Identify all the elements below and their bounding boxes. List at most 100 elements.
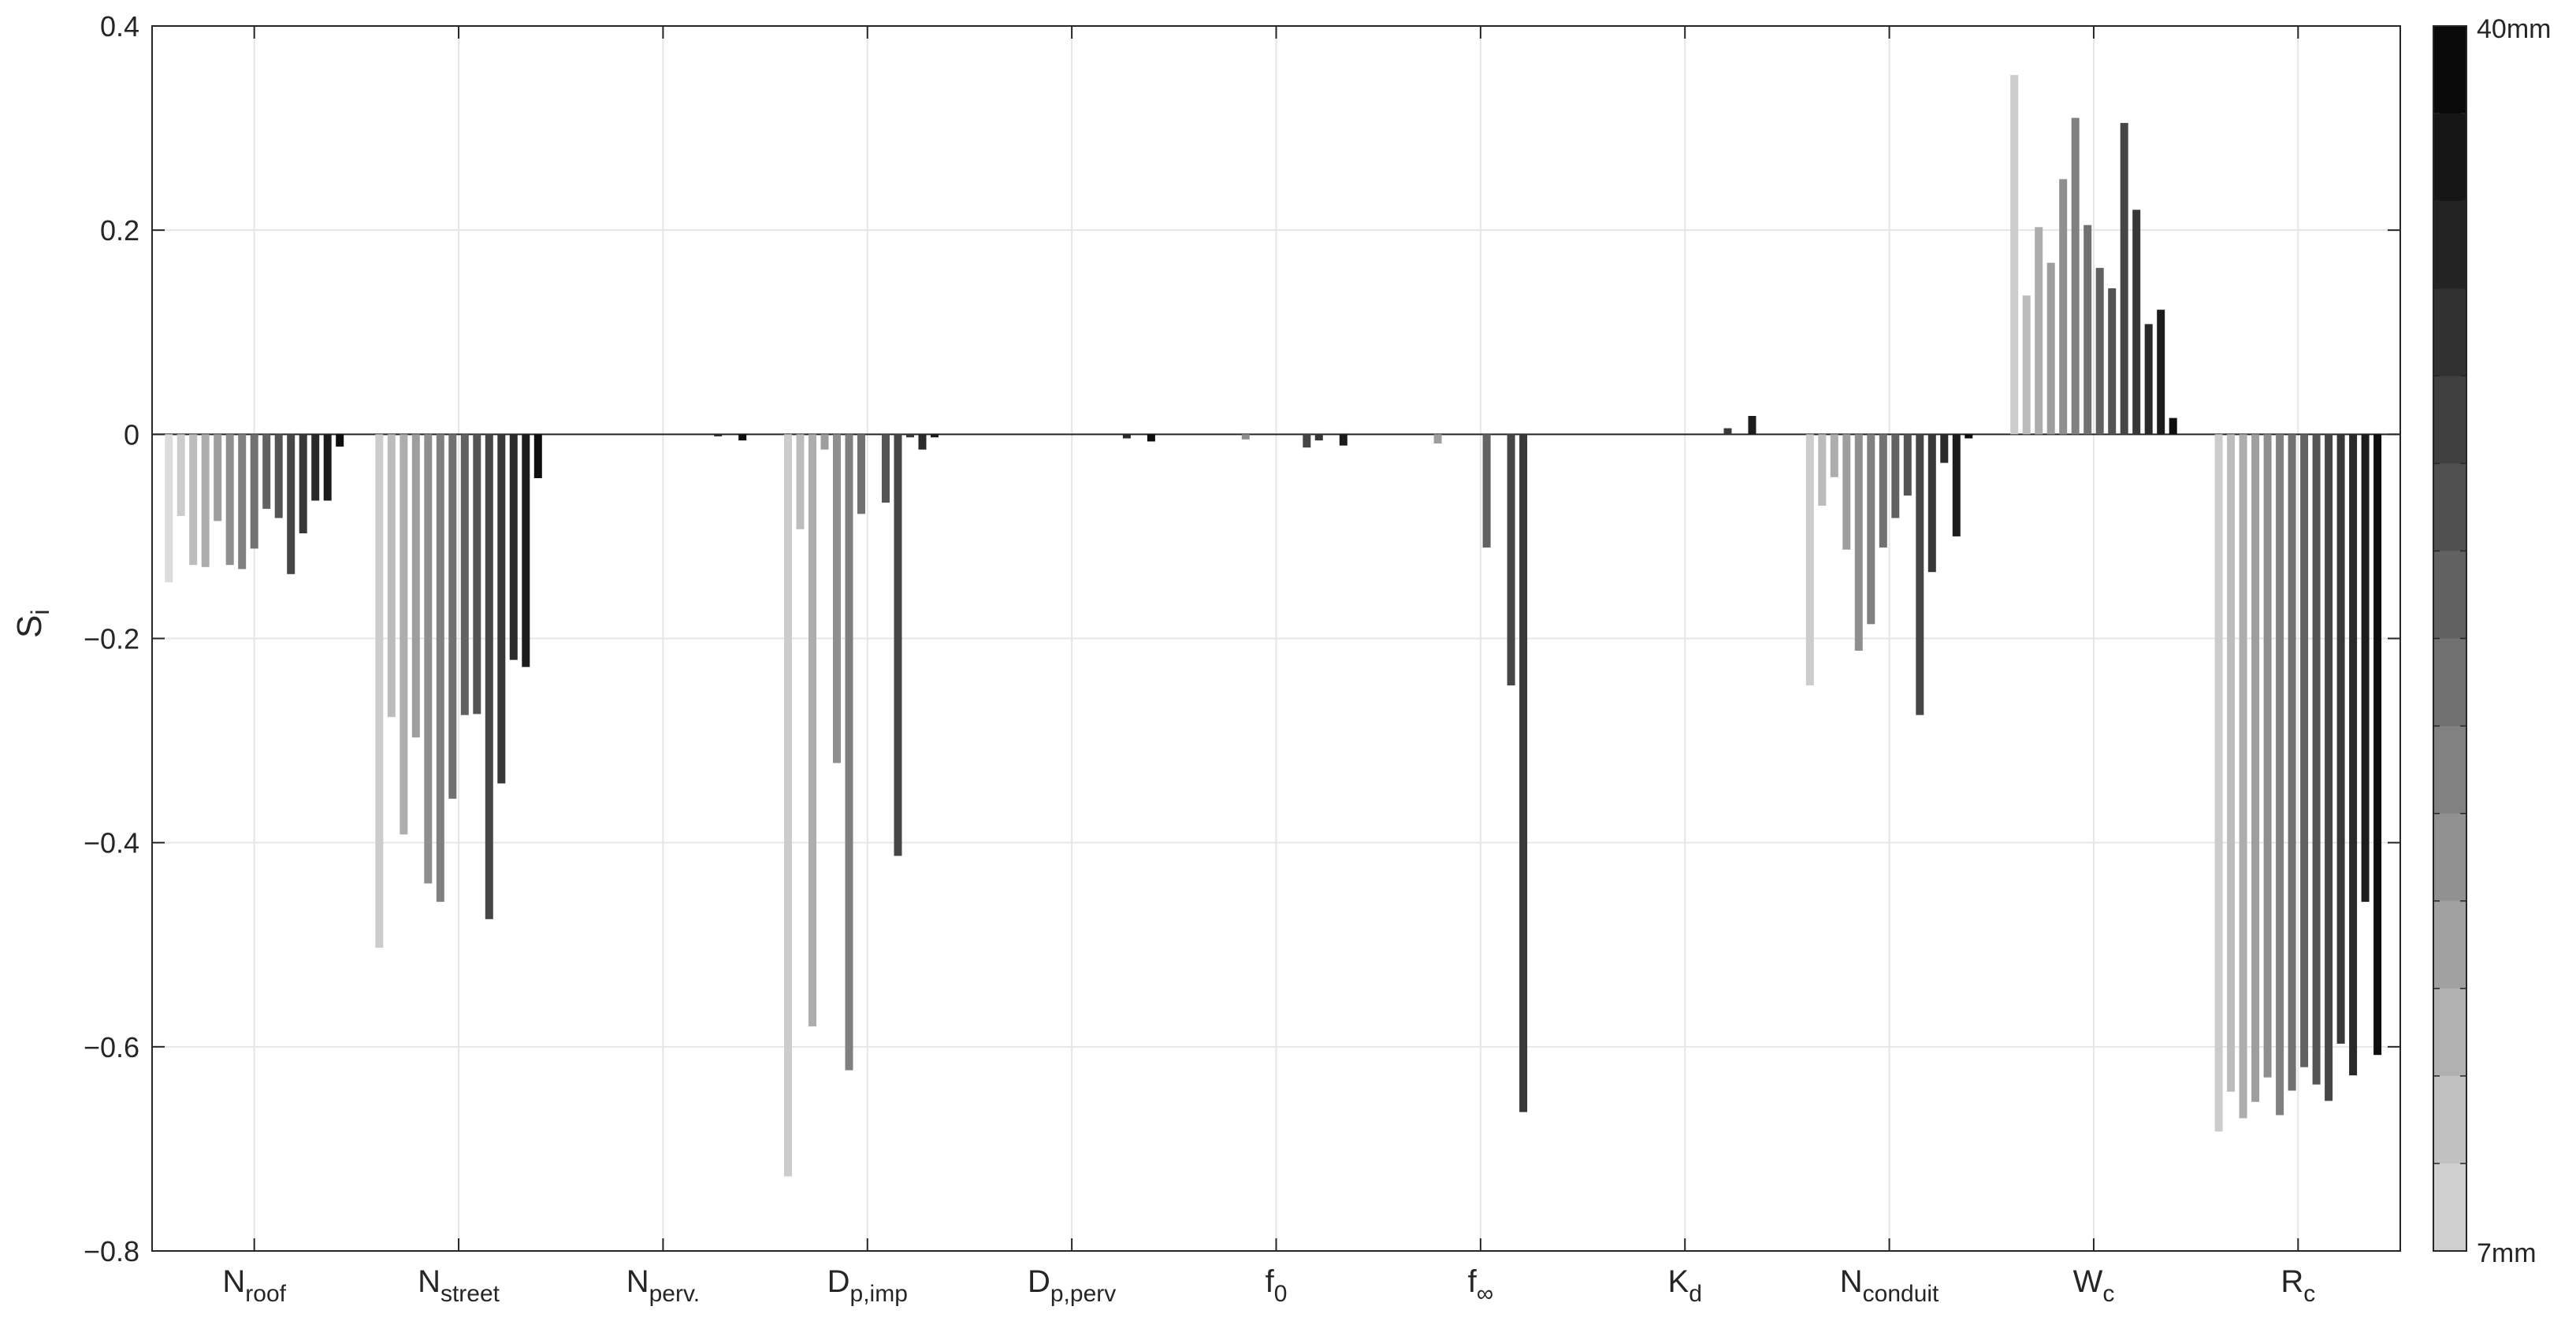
bar-10-10 (2336, 434, 2345, 1044)
bar-8-11 (1940, 434, 1949, 463)
y-tick-label: −0.2 (84, 623, 139, 655)
bar-5-12 (1339, 434, 1347, 446)
bar-1-9 (485, 434, 493, 919)
x-tick-label: Kd (1668, 1264, 1702, 1307)
bar-8-2 (1830, 434, 1838, 477)
x-tick-label: Dp,imp (827, 1264, 908, 1307)
bar-10-6 (2288, 434, 2296, 1091)
bar-10-2 (2239, 434, 2247, 1119)
bar-10-9 (2325, 434, 2333, 1101)
colorbar (2433, 25, 2467, 1252)
bar-8-12 (1952, 434, 1961, 536)
bar-3-10 (906, 434, 914, 438)
bar-10-4 (2263, 434, 2272, 1078)
y-tick-label: 0 (124, 418, 139, 451)
bar-0-12 (311, 434, 320, 501)
bar-8-7 (1891, 434, 1900, 518)
bar-10-1 (2227, 434, 2236, 1092)
bar-9-4 (2059, 179, 2068, 435)
bar-8-1 (1818, 434, 1827, 506)
bar-0-11 (299, 434, 307, 533)
bar-1-5 (436, 434, 444, 902)
x-axis-ticks: Nroof Nstreet Nperv. Dp,imp Dp,perv f0 f∞ Kd Nco… (222, 26, 2315, 1307)
bar-1-12 (522, 434, 530, 667)
bar-9-5 (2071, 117, 2080, 435)
bar-3-1 (796, 434, 805, 529)
colorbar-swatch (2433, 900, 2466, 989)
colorbar-frame (2433, 25, 2467, 1252)
bar-8-13 (1965, 434, 1973, 439)
bar-8-10 (1927, 434, 1936, 573)
bar-0-8 (262, 434, 271, 509)
bar-1-0 (375, 434, 384, 948)
bar-0-0 (165, 434, 173, 583)
bar-4-13 (1147, 434, 1155, 442)
colorbar-bottom-label: 7mm (2477, 1238, 2537, 1268)
bar-2-13 (738, 434, 747, 441)
bar-6-3 (1433, 434, 1442, 444)
bar-9-13 (2169, 418, 2177, 435)
colorbar-swatch (2433, 1163, 2466, 1252)
bar-3-3 (820, 434, 829, 450)
bar-10-3 (2251, 434, 2260, 1102)
bar-1-11 (509, 434, 518, 660)
bar-9-11 (2144, 324, 2153, 435)
bar-3-4 (833, 434, 841, 763)
bar-7-12 (1748, 416, 1756, 435)
y-tick-label: 0.4 (100, 10, 139, 43)
bar-0-7 (250, 434, 258, 549)
x-tick-label: Nroof (222, 1264, 286, 1307)
bar-0-14 (336, 434, 344, 447)
bar-5-4 (1241, 434, 1250, 440)
bar-7-10 (1723, 428, 1732, 435)
colorbar-swatch (2433, 813, 2466, 902)
bar-3-9 (894, 434, 902, 856)
bar-6-7 (1482, 434, 1491, 548)
x-tick-label: Rc (2280, 1264, 2315, 1307)
y-tick-label: −0.4 (84, 827, 139, 859)
bar-9-8 (2108, 288, 2117, 435)
x-tick-label: Dp,perv (1028, 1264, 1116, 1307)
y-axis-ticks: 0.4 0.2 0 −0.2 −0.4 −0.6 −0.8 (84, 10, 2400, 1267)
bar-2-11 (714, 434, 723, 436)
y-axis-label-main: S (10, 615, 49, 638)
colorbar-swatch (2433, 376, 2466, 464)
bar-3-12 (931, 434, 939, 438)
bar-1-1 (387, 434, 396, 718)
colorbar-top-label: 40mm (2477, 14, 2551, 44)
bar-8-4 (1854, 434, 1863, 651)
bar-9-3 (2046, 262, 2055, 435)
bar-3-0 (784, 434, 792, 1177)
bar-5-9 (1303, 434, 1311, 448)
bar-8-5 (1867, 434, 1875, 625)
bar-3-8 (882, 434, 890, 503)
bar-8-6 (1879, 434, 1887, 548)
colorbar-swatch (2433, 463, 2466, 552)
x-tick-label: f∞ (1468, 1264, 1494, 1307)
bar-9-12 (2157, 310, 2165, 435)
bar-10-7 (2300, 434, 2309, 1067)
bar-8-3 (1842, 434, 1851, 550)
bar-0-6 (238, 434, 247, 570)
bar-6-10 (1519, 434, 1528, 1112)
bar-1-3 (411, 434, 420, 738)
bar-1-4 (424, 434, 433, 884)
colorbar-swatch (2433, 988, 2466, 1077)
bar-4-11 (1122, 434, 1131, 439)
bar-1-6 (448, 434, 457, 799)
bar-0-3 (201, 434, 210, 567)
bar-9-2 (2035, 227, 2043, 435)
bar-1-10 (497, 434, 506, 784)
bar-9-7 (2095, 268, 2104, 435)
bar-0-13 (323, 434, 332, 501)
bar-0-5 (225, 434, 234, 566)
colorbar-swatch (2433, 726, 2466, 815)
colorbar-swatch (2433, 1075, 2466, 1164)
bar-10-5 (2276, 434, 2284, 1115)
colorbar-swatch (2433, 26, 2466, 114)
bar-0-1 (177, 434, 185, 516)
y-tick-label: −0.6 (84, 1031, 139, 1063)
bar-8-9 (1916, 434, 1924, 715)
x-tick-label: Wc (2073, 1264, 2115, 1307)
